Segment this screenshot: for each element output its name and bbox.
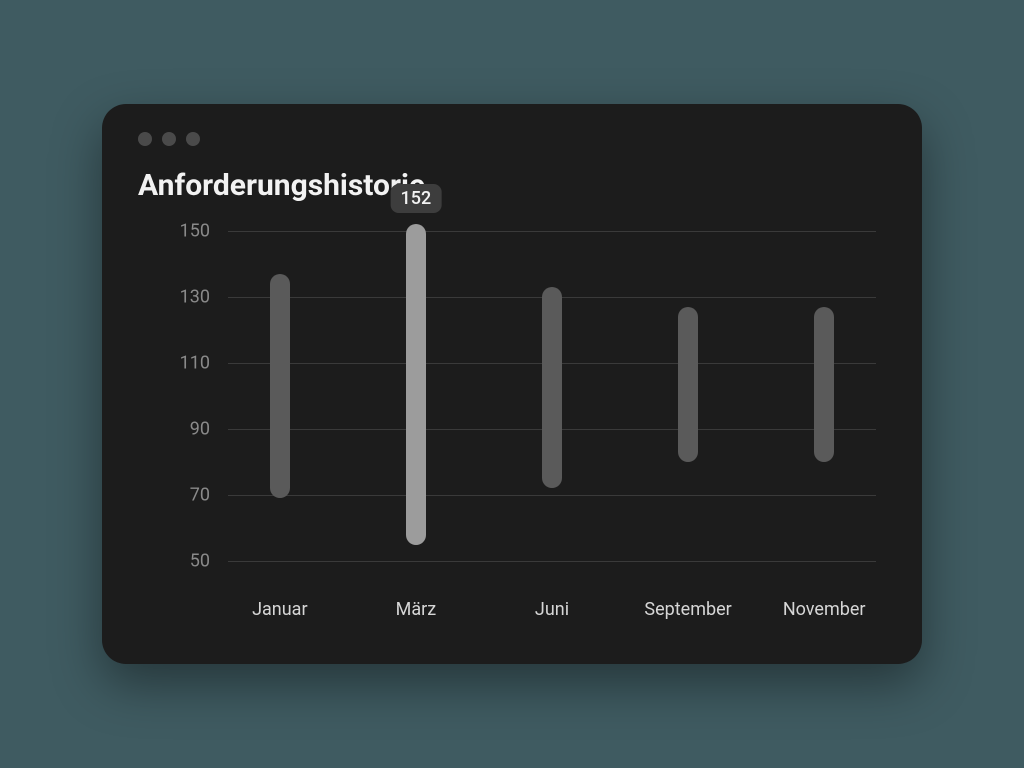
chart-gridline bbox=[228, 561, 876, 562]
chart-tooltip: 152 bbox=[391, 184, 442, 213]
window-close-dot[interactable] bbox=[138, 132, 152, 146]
chart-bar[interactable] bbox=[406, 224, 426, 544]
x-axis-label: März bbox=[396, 599, 437, 620]
y-axis-label: 130 bbox=[138, 287, 210, 308]
y-axis-label: 110 bbox=[138, 353, 210, 374]
chart-gridline bbox=[228, 495, 876, 496]
chart-bar[interactable] bbox=[542, 287, 562, 488]
chart-bar[interactable] bbox=[270, 274, 290, 498]
window-zoom-dot[interactable] bbox=[186, 132, 200, 146]
bar-chart: 507090110130150JanuarMärz152JuniSeptembe… bbox=[138, 231, 886, 629]
chart-title: Anforderungshistorie bbox=[138, 168, 886, 203]
y-axis-label: 50 bbox=[138, 551, 210, 572]
x-axis-label: September bbox=[644, 599, 731, 620]
y-axis-label: 90 bbox=[138, 419, 210, 440]
x-axis-label: November bbox=[783, 599, 866, 620]
window-controls bbox=[138, 132, 886, 146]
y-axis-label: 70 bbox=[138, 485, 210, 506]
chart-gridline bbox=[228, 231, 876, 232]
chart-plot-area bbox=[228, 231, 876, 561]
y-axis-label: 150 bbox=[138, 221, 210, 242]
chart-bar[interactable] bbox=[814, 307, 834, 462]
chart-bar[interactable] bbox=[678, 307, 698, 462]
window-minimize-dot[interactable] bbox=[162, 132, 176, 146]
x-axis-label: Juni bbox=[535, 599, 569, 620]
chart-card: Anforderungshistorie 50 70 90 110 130 150 Janu… bbox=[102, 104, 922, 664]
x-axis-label: Januar bbox=[252, 599, 307, 620]
